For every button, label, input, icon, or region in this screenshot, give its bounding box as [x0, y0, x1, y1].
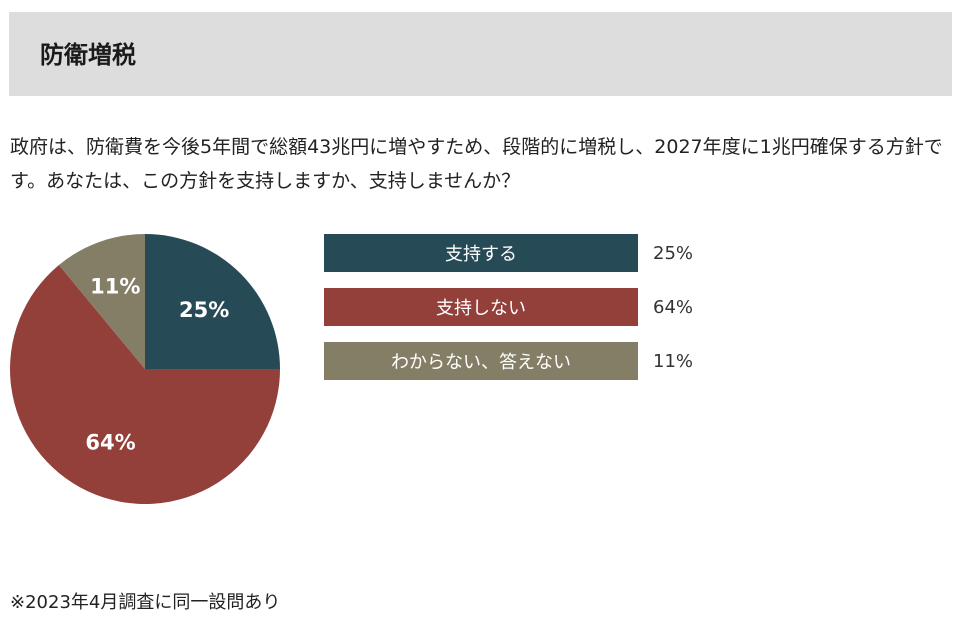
legend-item-unknown: わからない、答えない 11% [324, 342, 693, 380]
legend-item-oppose: 支持しない 64% [324, 288, 693, 326]
legend-value-oppose: 64% [653, 296, 694, 318]
section-header: 防衛増税 [9, 12, 952, 96]
pie-label-support: 25% [179, 298, 229, 322]
survey-question: 政府は、防衛費を今後5年間で総額43兆円に増やすため、段階的に増税し、2027年… [10, 136, 943, 192]
legend-value-support: 25% [653, 242, 694, 264]
pie-slice-oppose [9, 264, 280, 504]
legend-swatch-oppose: 支持しない [324, 288, 638, 326]
footnote: ※2023年4月調査に同一設問あり [10, 592, 281, 613]
legend-item-support: 支持する 25% [324, 234, 693, 272]
pie-slice-support [145, 234, 280, 369]
pie-slice-unknown [58, 234, 145, 369]
legend-swatch-unknown: わからない、答えない [324, 342, 638, 380]
legend-value-unknown: 11% [653, 350, 694, 372]
pie-label-oppose: 64% [85, 430, 135, 454]
pie-label-unknown: 11% [90, 274, 140, 298]
page-title: 防衛増税 [40, 41, 136, 69]
legend-swatch-support: 支持する [324, 234, 638, 272]
pie-chart: 25% 64% 11% [8, 232, 282, 506]
legend: 支持する 25% 支持しない 64% わからない、答えない 11% [324, 234, 693, 396]
pie-chart-svg: 25% 64% 11% [9, 234, 280, 504]
